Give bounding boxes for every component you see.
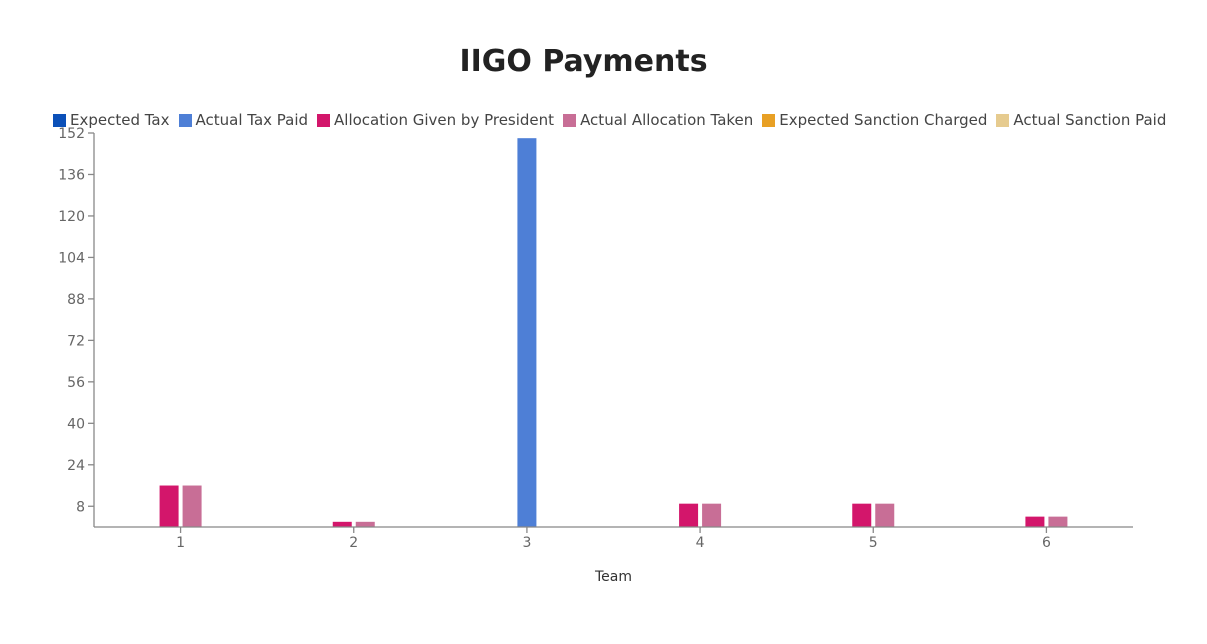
y-tick-label: 136	[58, 167, 85, 183]
legend-item[interactable]: Actual Sanction Paid	[996, 111, 1166, 129]
x-tick-label: 6	[1042, 535, 1051, 551]
y-tick-label: 8	[76, 499, 85, 515]
legend-swatch	[996, 113, 1010, 127]
bar[interactable]	[517, 138, 537, 527]
legend-swatch	[317, 113, 331, 127]
y-tick-label: 24	[67, 458, 85, 474]
legend-label: Expected Tax	[70, 111, 170, 129]
x-tick-label: 2	[349, 535, 358, 551]
bars-group	[159, 138, 1068, 527]
bar[interactable]	[1048, 516, 1068, 527]
legend-item[interactable]: Allocation Given by President	[317, 111, 554, 129]
y-tick-label: 40	[67, 416, 85, 432]
y-tick-label: 104	[58, 250, 85, 266]
legend-label: Actual Allocation Taken	[580, 111, 754, 129]
legend-label: Expected Sanction Charged	[779, 111, 988, 129]
bar[interactable]	[332, 521, 352, 527]
y-axis-ticks: 8 24 40 56 72 88 104 120 136 152	[58, 126, 94, 515]
legend-label: Actual Tax Paid	[195, 111, 309, 129]
x-tick-label: 4	[696, 535, 705, 551]
y-tick-label: 72	[67, 333, 85, 349]
bar[interactable]	[875, 503, 895, 527]
bar[interactable]	[159, 485, 179, 527]
legend-swatch	[762, 113, 776, 127]
legend-item[interactable]: Expected Sanction Charged	[762, 111, 987, 129]
legend-item[interactable]: Actual Tax Paid	[178, 111, 309, 129]
chart-title: IIGO Payments	[459, 44, 708, 79]
bar[interactable]	[1025, 516, 1045, 527]
legend-label: Actual Sanction Paid	[1013, 111, 1167, 129]
y-tick-label: 120	[58, 209, 85, 225]
legend-label: Allocation Given by President	[334, 111, 555, 129]
x-tick-label: 5	[869, 535, 878, 551]
legend-item[interactable]: Actual Allocation Taken	[563, 111, 753, 129]
x-tick-label: 1	[176, 535, 185, 551]
bar[interactable]	[355, 521, 375, 527]
x-axis-title: Team	[594, 569, 632, 585]
y-tick-label: 152	[58, 126, 85, 142]
bar[interactable]	[679, 503, 699, 527]
legend-swatch	[53, 113, 66, 127]
legend-swatch	[563, 113, 577, 127]
y-tick-label: 56	[67, 375, 85, 391]
y-tick-label: 88	[67, 292, 85, 308]
bar[interactable]	[852, 503, 872, 527]
x-tick-label: 3	[522, 535, 531, 551]
legend: Expected Tax Actual Tax Paid Allocation Gi…	[53, 111, 1175, 129]
bar[interactable]	[182, 485, 202, 527]
legend-swatch	[178, 113, 192, 127]
legend-item[interactable]: Expected Tax	[53, 111, 170, 129]
x-axis-ticks: 1 2 3 4 5 6	[176, 527, 1051, 551]
bar[interactable]	[702, 503, 722, 527]
